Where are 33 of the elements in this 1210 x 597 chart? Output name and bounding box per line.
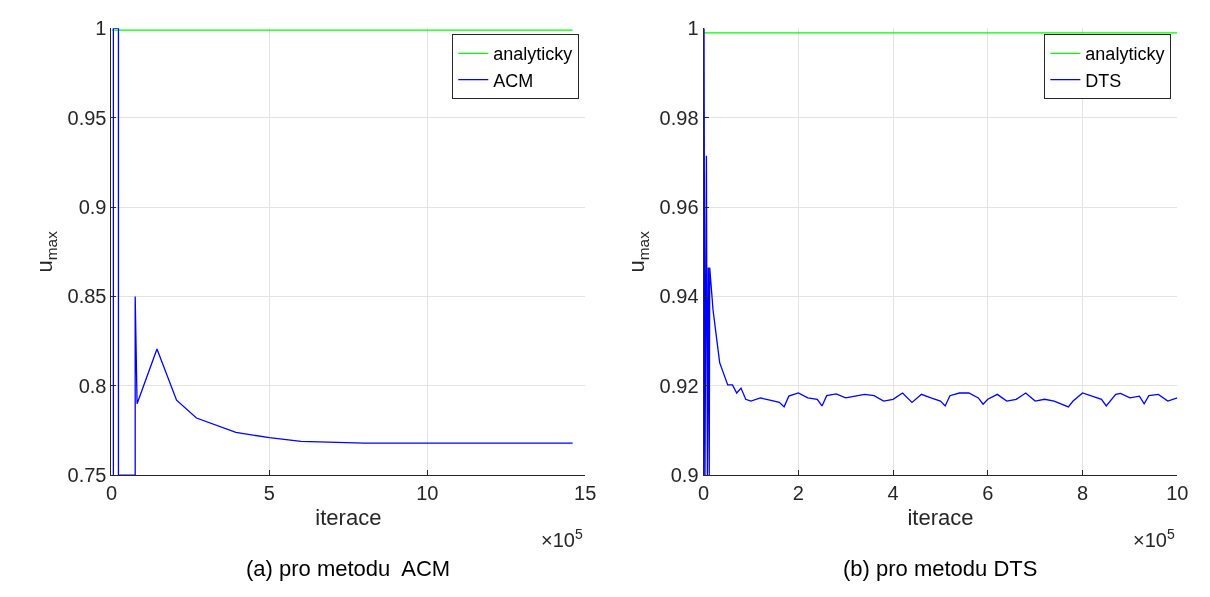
x-axis-title: iterace <box>907 505 974 531</box>
legend-label: analyticky <box>493 44 573 65</box>
x-tick-label: 0 <box>105 482 118 505</box>
text: ×10$^{5}$ <box>1133 526 1175 552</box>
x-tick-label: 5 <box>263 482 275 505</box>
y-tick-label: 0.9 <box>670 464 699 487</box>
y-tick-label: 0.8 <box>78 374 107 397</box>
x-axis-title: iterace <box>315 505 382 531</box>
x-tick-label: 10 <box>416 482 439 505</box>
x-tick-label: 2 <box>792 482 804 505</box>
text: ×10$^{5}$ <box>541 526 583 552</box>
y-tick-label: 1 <box>687 17 699 40</box>
text: (a) pro metodu ACM <box>246 556 451 581</box>
x-tick-label: 8 <box>1077 482 1089 505</box>
line-series <box>703 28 1178 476</box>
y-tick-label: 0.92 <box>659 374 699 397</box>
y-tick-label: 0.75 <box>67 464 107 487</box>
y-tick-label: 0.94 <box>659 285 699 308</box>
y-tick-label: 0.96 <box>659 196 699 219</box>
legend-label: analyticky <box>1085 44 1165 65</box>
y-tick-label: 0.85 <box>67 285 107 308</box>
x-tick-label: 0 <box>698 482 710 505</box>
x-tick-label: 4 <box>887 482 899 505</box>
x-tick-label: 15 <box>574 482 597 505</box>
y-tick-label: 0.95 <box>67 106 107 129</box>
y-tick-label: 0.98 <box>659 106 699 129</box>
x-tick-label: 10 <box>1166 482 1189 505</box>
y-tick-label: 1 <box>95 17 107 40</box>
y-tick-label: 0.9 <box>78 196 107 219</box>
legend-label: DTS <box>1085 70 1122 91</box>
text: (b) pro metodu DTS <box>843 556 1038 581</box>
legend-label: ACM <box>493 70 534 91</box>
x-tick-label: 6 <box>982 482 994 505</box>
